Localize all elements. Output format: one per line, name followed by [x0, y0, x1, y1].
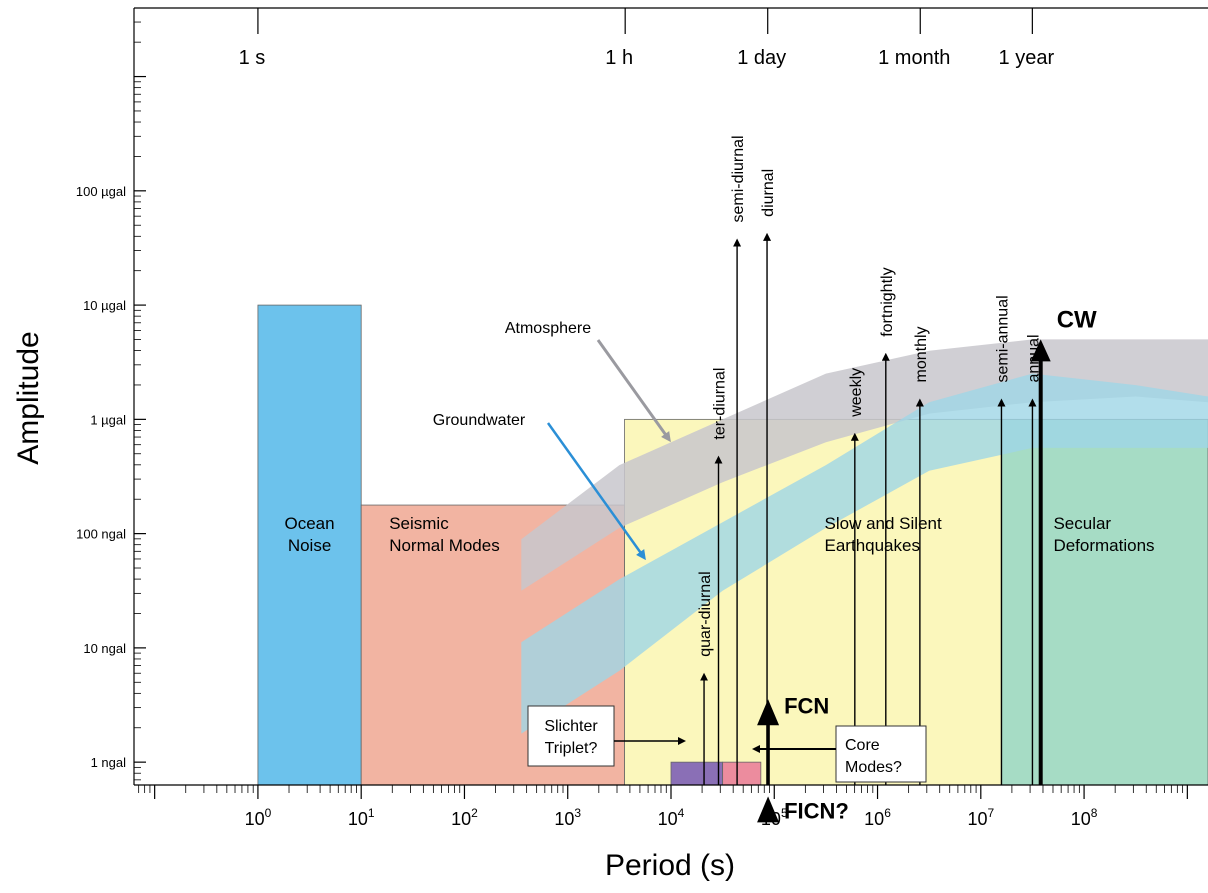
slichter-box	[527, 705, 615, 767]
y-tick-label: 100 µgal	[76, 184, 126, 199]
region-label: Deformations	[1053, 536, 1154, 555]
region-core-modes	[722, 761, 762, 786]
slichter-label: Slichter	[544, 718, 598, 735]
top-tick-label: 1 s	[239, 47, 266, 69]
region-label: Slow and Silent	[825, 514, 942, 533]
tidal-label: semi-diurnal	[730, 135, 747, 222]
x-tick-label: 103	[554, 806, 581, 829]
core-label: FCN	[784, 693, 829, 718]
slichter-label: Triplet?	[545, 740, 598, 757]
core-modes-box	[835, 725, 927, 783]
x-axis-title: Period (s)	[605, 849, 735, 882]
region-label: Ocean	[285, 514, 335, 533]
x-tick-label: 106	[864, 806, 891, 829]
x-tick-label: 108	[1071, 806, 1098, 829]
y-axis-title: Amplitude	[12, 331, 45, 464]
groundwater-label: Groundwater	[433, 412, 526, 429]
x-tick-base: 10	[864, 809, 884, 829]
y-tick-label: 1 ngal	[91, 755, 127, 770]
tidal-label: quar-diurnal	[697, 571, 714, 656]
region-ocean-noise	[257, 304, 362, 786]
tidal-label: semi-annual	[994, 295, 1011, 382]
x-tick-exponent: 4	[678, 806, 685, 820]
region-secular-deformations	[1001, 418, 1208, 786]
x-tick-label: 102	[451, 806, 478, 829]
x-tick-exponent: 2	[471, 806, 478, 820]
x-tick-exponent: 1	[368, 806, 375, 820]
band-groundwater	[521, 373, 1208, 734]
region-label: Noise	[288, 536, 331, 555]
annotations-layer: Ocean Noise Seismic Normal Modes Slow and Si…	[285, 320, 1155, 783]
axes-layer: 100 µgal 10 µgal 1 µgal 100 ngal 10 ngal 1 ng…	[12, 7, 1208, 882]
x-tick-exponent: 7	[987, 806, 994, 820]
x-tick-label: 101	[348, 806, 375, 829]
tidal-label: weekly	[848, 368, 865, 418]
tidal-label: fortnightly	[879, 267, 896, 336]
y-tick-label: 100 ngal	[76, 527, 126, 542]
x-tick-base: 10	[451, 809, 471, 829]
x-tick-base: 10	[967, 809, 987, 829]
x-tick-exponent: 6	[884, 806, 891, 820]
core-modes-label: Modes?	[845, 759, 902, 776]
band-atmosphere	[521, 339, 1208, 591]
tidal-label: diurnal	[760, 169, 777, 217]
region-label: Earthquakes	[825, 536, 920, 555]
region-label: Normal Modes	[389, 536, 500, 555]
x-tick-base: 10	[245, 809, 265, 829]
top-tick-label: 1 h	[605, 47, 633, 69]
x-tick-exponent: 8	[1091, 806, 1098, 820]
region-label: Secular	[1053, 514, 1111, 533]
cw-arrowhead	[1030, 339, 1051, 362]
tidal-label: CW	[1057, 306, 1097, 333]
region-label: Seismic	[389, 514, 449, 533]
x-tick-exponent: 0	[265, 806, 272, 820]
x-tick-label: 107	[967, 806, 994, 829]
bands-layer	[521, 339, 1208, 734]
atmosphere-label: Atmosphere	[505, 320, 591, 337]
atmosphere-arrow	[596, 339, 671, 443]
y-tick-label: 1 µgal	[90, 412, 126, 427]
tidal-label: monthly	[913, 326, 930, 382]
x-tick-exponent: 3	[574, 806, 581, 820]
x-tick-base: 10	[658, 809, 678, 829]
core-modes-label: Core	[845, 737, 880, 754]
tidal-label: ter-diurnal	[712, 368, 729, 440]
y-tick-label: 10 µgal	[83, 298, 126, 313]
tidal-lines-layer: quar-diurnal ter-diurnal semi-diurnal diurn…	[697, 135, 1097, 823]
core-arrowhead	[757, 796, 780, 823]
groundwater-arrow	[546, 422, 646, 561]
top-tick-label: 1 month	[878, 47, 950, 69]
core-label: FICN?	[784, 798, 849, 823]
core-arrowhead	[757, 699, 780, 726]
x-tick-base: 10	[554, 809, 574, 829]
x-tick-label: 100	[245, 806, 272, 829]
y-tick-label: 10 ngal	[83, 641, 126, 656]
top-tick-label: 1 day	[737, 47, 786, 69]
x-tick-exponent: 5	[781, 806, 788, 820]
x-tick-base: 10	[348, 809, 368, 829]
x-tick-base: 10	[1071, 809, 1091, 829]
top-tick-label: 1 year	[999, 47, 1055, 69]
x-tick-label: 104	[658, 806, 685, 829]
region-slichter-triplet	[670, 761, 724, 786]
